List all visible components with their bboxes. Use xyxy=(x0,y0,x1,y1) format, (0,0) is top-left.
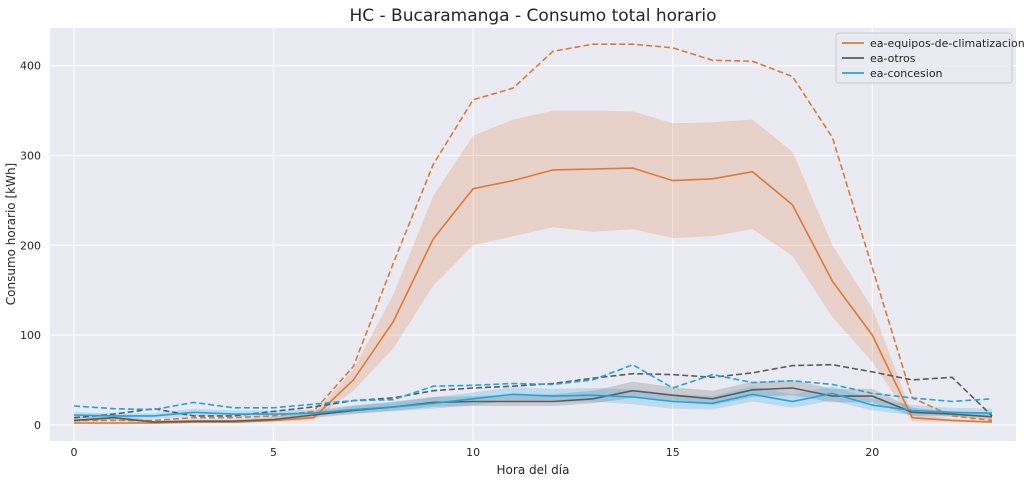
legend: ea-equipos-de-climatizacion ea-otros ea-co… xyxy=(835,32,1025,84)
max-line xyxy=(73,363,993,411)
mean-line xyxy=(73,392,993,417)
y-tick-labels: 0 100 200 300 400 xyxy=(20,60,41,432)
max-line xyxy=(74,43,993,422)
x-tick-label: 15 xyxy=(666,446,680,459)
x-tick-label: 10 xyxy=(466,446,480,459)
max-line xyxy=(73,363,993,419)
ci-band xyxy=(74,110,992,424)
x-tick-labels: 0 5 10 15 20 xyxy=(70,446,879,459)
x-tick-label: 0 xyxy=(70,446,77,459)
plot-background xyxy=(50,28,1016,441)
y-tick-label: 200 xyxy=(20,239,41,252)
x-axis-label: Hora del día xyxy=(497,463,570,477)
x-tick-label: 20 xyxy=(865,446,879,459)
series-lines xyxy=(73,43,993,424)
chart-title: HC - Bucaramanga - Consumo total horario xyxy=(349,6,716,26)
legend-label: ea-otros xyxy=(870,52,916,65)
mean-line xyxy=(74,167,993,424)
y-tick-label: 100 xyxy=(20,329,41,342)
legend-box xyxy=(835,32,1013,84)
y-axis-label: Consumo horario [kWh] xyxy=(4,163,18,305)
ci-band xyxy=(74,386,992,419)
legend-label: ea-concesion xyxy=(870,67,943,80)
y-tick-label: 0 xyxy=(34,419,41,432)
legend-label: ea-equipos-de-climatizacion xyxy=(870,37,1025,50)
y-tick-label: 400 xyxy=(20,60,41,73)
x-tick-label: 5 xyxy=(270,446,277,459)
y-tick-label: 300 xyxy=(20,149,41,162)
